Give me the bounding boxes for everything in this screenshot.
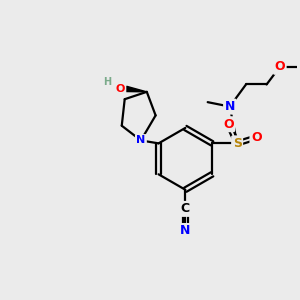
Text: O: O bbox=[116, 84, 125, 94]
Text: N: N bbox=[180, 224, 190, 238]
Text: O: O bbox=[223, 118, 234, 131]
Text: S: S bbox=[232, 137, 242, 150]
Text: C: C bbox=[181, 202, 190, 215]
Text: N: N bbox=[136, 135, 146, 146]
Text: O: O bbox=[251, 131, 262, 144]
Text: O: O bbox=[274, 60, 285, 73]
Text: N: N bbox=[225, 100, 235, 113]
Text: H: H bbox=[103, 77, 112, 87]
Polygon shape bbox=[126, 86, 147, 92]
